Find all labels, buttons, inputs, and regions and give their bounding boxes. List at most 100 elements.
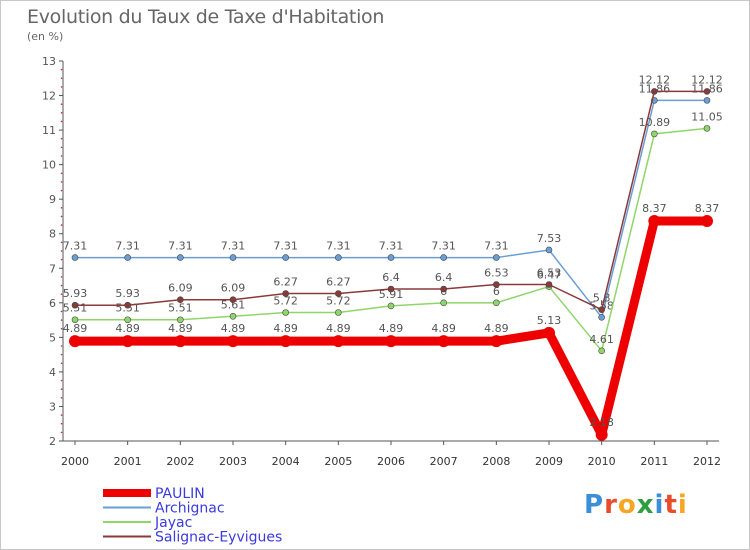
y-minor-dot bbox=[60, 146, 63, 149]
y-minor-dot bbox=[60, 189, 63, 192]
y-minor-dot bbox=[60, 414, 63, 416]
proxiti-logo: Proxiti bbox=[584, 490, 688, 520]
data-label: 4.89 bbox=[379, 322, 404, 335]
data-label: 7.31 bbox=[484, 240, 509, 253]
logo-letter: x bbox=[636, 490, 655, 520]
x-tick-label: 2000 bbox=[61, 455, 89, 468]
y-minor-dot bbox=[60, 103, 63, 105]
y-minor-dot bbox=[60, 258, 63, 261]
data-point bbox=[437, 335, 450, 348]
data-label: 6.09 bbox=[168, 282, 193, 295]
data-point bbox=[121, 335, 134, 348]
data-label: 6.27 bbox=[273, 275, 298, 288]
y-tick-label: 3 bbox=[49, 400, 56, 413]
data-label: 5.93 bbox=[63, 287, 88, 300]
data-point bbox=[598, 314, 605, 321]
data-point bbox=[598, 347, 605, 355]
x-tick-label: 2009 bbox=[535, 455, 563, 468]
data-point bbox=[493, 281, 500, 288]
data-label: 6.53 bbox=[537, 267, 562, 280]
x-tick-label: 2012 bbox=[693, 455, 721, 468]
y-tick-label: 11 bbox=[42, 124, 56, 137]
data-label: 4.89 bbox=[168, 322, 193, 335]
data-point bbox=[545, 246, 553, 254]
data-point bbox=[282, 290, 289, 297]
x-tick-label: 2004 bbox=[272, 455, 300, 468]
data-point bbox=[227, 335, 239, 348]
legend-label: Salignac-Eyvigues bbox=[155, 530, 282, 546]
data-label: 7.31 bbox=[379, 240, 404, 253]
data-label: 5.51 bbox=[168, 302, 193, 315]
data-point bbox=[332, 335, 345, 348]
y-minor-dot bbox=[60, 276, 63, 278]
x-tick-label: 2003 bbox=[219, 455, 247, 468]
data-label: 7.31 bbox=[115, 240, 140, 253]
logo-letter: i bbox=[654, 490, 665, 520]
data-point bbox=[387, 285, 395, 293]
data-label: 7.31 bbox=[168, 240, 193, 253]
data-point bbox=[440, 285, 447, 293]
data-point bbox=[229, 296, 237, 304]
data-label: 4.61 bbox=[589, 333, 614, 346]
data-label: 5.72 bbox=[326, 294, 351, 307]
data-label: 12.12 bbox=[639, 73, 671, 86]
logo-letter: t bbox=[664, 490, 678, 520]
data-label: 4.89 bbox=[431, 322, 456, 335]
y-tick-label: 10 bbox=[42, 159, 56, 172]
y-minor-dot bbox=[60, 250, 63, 252]
data-point bbox=[229, 312, 237, 320]
data-label: 8.37 bbox=[642, 202, 667, 215]
x-tick-label: 2002 bbox=[166, 455, 194, 468]
y-tick-label: 6 bbox=[49, 297, 56, 310]
data-label: 6.47 bbox=[537, 269, 562, 282]
data-point bbox=[282, 309, 289, 316]
data-point bbox=[703, 88, 711, 95]
data-label: 7.53 bbox=[537, 232, 562, 245]
y-minor-dot bbox=[60, 345, 63, 347]
y-minor-dot bbox=[60, 207, 63, 209]
data-label: 7.31 bbox=[431, 240, 456, 253]
x-tick-label: 2007 bbox=[430, 455, 458, 468]
data-label: 6.09 bbox=[221, 282, 246, 295]
data-point bbox=[703, 125, 711, 132]
data-label: 6.53 bbox=[484, 267, 509, 280]
data-point bbox=[71, 254, 79, 261]
data-point bbox=[387, 302, 395, 310]
data-point bbox=[493, 299, 500, 307]
data-label: 5.91 bbox=[379, 288, 404, 301]
data-point bbox=[545, 281, 553, 288]
data-point bbox=[174, 335, 187, 348]
logo-letter: P bbox=[584, 490, 605, 520]
data-point bbox=[387, 254, 395, 261]
x-tick-label: 2001 bbox=[114, 455, 142, 468]
y-minor-dot bbox=[60, 120, 63, 123]
data-point bbox=[490, 335, 503, 348]
data-point bbox=[71, 316, 79, 324]
y-minor-dot bbox=[60, 293, 63, 295]
data-point bbox=[124, 316, 131, 324]
data-point bbox=[703, 97, 711, 104]
y-tick-label: 8 bbox=[49, 228, 56, 241]
y-tick-label: 7 bbox=[49, 262, 56, 275]
data-label: 7.31 bbox=[221, 240, 246, 253]
data-label: 6 bbox=[493, 285, 500, 298]
x-tick-label: 2010 bbox=[588, 455, 616, 468]
legend-label: PAULIN bbox=[155, 486, 205, 502]
legend-entry: Jayac bbox=[103, 515, 192, 531]
data-point bbox=[651, 88, 658, 95]
y-minor-dot bbox=[60, 155, 63, 157]
data-point bbox=[177, 316, 184, 324]
y-minor-dot bbox=[60, 431, 63, 434]
y-minor-dot bbox=[60, 319, 63, 321]
data-point bbox=[282, 254, 289, 261]
data-point bbox=[279, 335, 292, 348]
data-label: 4.89 bbox=[63, 322, 88, 335]
data-label: 4.89 bbox=[484, 322, 509, 335]
data-point bbox=[177, 254, 184, 261]
data-label: 7.31 bbox=[326, 240, 351, 253]
data-point bbox=[124, 301, 131, 309]
data-point bbox=[335, 309, 342, 316]
chart-title: Evolution du Taux de Taxe d'Habitation bbox=[27, 6, 385, 28]
legend-label: Jayac bbox=[154, 515, 192, 531]
y-minor-dot bbox=[60, 379, 63, 382]
